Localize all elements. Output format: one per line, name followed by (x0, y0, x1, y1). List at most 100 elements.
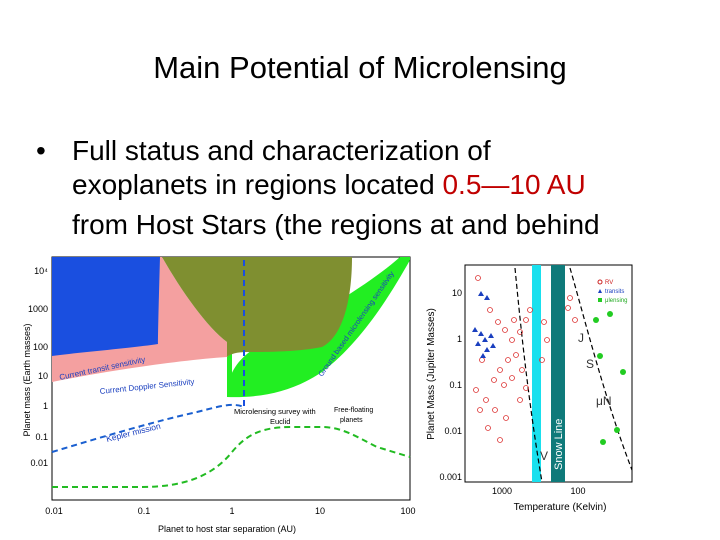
bullet-highlight: 0.5—10 AU (442, 169, 586, 200)
rv-point (495, 319, 501, 325)
discovery-space-figure: Current transit sensitivity Current Dopp… (22, 252, 420, 538)
y-tick: 10 (452, 288, 462, 298)
venus-label: V (540, 449, 548, 463)
ulensing-point (593, 317, 599, 323)
plot-frame (464, 264, 633, 483)
rv-point (485, 425, 491, 431)
neptune-label: μN (596, 394, 612, 408)
transit-point (478, 331, 484, 336)
x-axis-label: Temperature (Kelvin) (514, 502, 607, 513)
rv-point (565, 305, 571, 311)
y-tick: 10⁴ (34, 266, 48, 276)
detection-limit-left (514, 267, 543, 483)
rv-point (492, 407, 498, 413)
microlensing-points (593, 311, 626, 445)
rv-point (567, 295, 573, 301)
y-tick: 1 (43, 401, 48, 411)
y-axis-label: Planet mass (Earth masses) (22, 323, 32, 436)
x-tick: 1 (229, 506, 234, 516)
rv-point (513, 352, 519, 358)
ulensing-point (597, 353, 603, 359)
rv-point (497, 437, 503, 443)
rv-point (502, 327, 508, 333)
rv-point (523, 317, 529, 323)
rv-points (473, 275, 578, 443)
y-axis-label: Planet Mass (Jupiter Masses) (426, 308, 437, 440)
rv-point (483, 397, 489, 403)
ulensing-point (614, 427, 620, 433)
transit-point (472, 327, 478, 332)
y-tick: 0.1 (449, 380, 462, 390)
ground-region-edge (227, 352, 232, 397)
rv-point (509, 337, 515, 343)
x-axis-label: Planet to host star separation (AU) (158, 524, 296, 534)
legend-ulensing: μlensing (605, 298, 627, 304)
bullet-text: Full status and characterization of exop… (72, 134, 682, 202)
x-tick: 100 (400, 506, 415, 516)
y-tick: 0.01 (444, 426, 462, 436)
rv-point (505, 357, 511, 363)
ulensing-point (607, 311, 613, 317)
rv-point (497, 367, 503, 373)
legend-rv-marker (597, 279, 603, 285)
rv-point (517, 397, 523, 403)
bullet-line-2-text: exoplanets in regions located (72, 169, 443, 200)
y-tick: 1000 (28, 304, 48, 314)
transit-point (480, 353, 486, 358)
x-tick: 1000 (492, 486, 512, 496)
rv-point (511, 317, 517, 323)
legend: RV transits μlensing (597, 279, 627, 304)
bullet-line-2: exoplanets in regions located 0.5—10 AU (72, 168, 682, 202)
rv-point (509, 375, 515, 381)
rv-point (523, 385, 529, 391)
y-tick: 0.001 (439, 472, 462, 482)
y-tick: 1 (457, 334, 462, 344)
snow-band-teal (551, 265, 565, 482)
rv-point (572, 317, 578, 323)
snow-line-label: Snow Line (553, 419, 565, 470)
y-tick: 100 (33, 342, 48, 352)
rv-point (477, 407, 483, 413)
transit-point (482, 337, 488, 342)
bullet-line-1: Full status and characterization of (72, 135, 491, 166)
rv-point (503, 415, 509, 421)
snow-band-cyan (532, 265, 541, 482)
ulensing-point (620, 369, 626, 375)
rv-point (501, 382, 507, 388)
legend-ulensing-marker (598, 298, 602, 302)
jupiter-label: J (578, 331, 584, 345)
euclid-curve (52, 426, 411, 488)
rv-point (541, 319, 547, 325)
bullet-marker: • (36, 135, 46, 166)
rv-point (487, 307, 493, 313)
y-tick: 0.1 (35, 432, 48, 442)
ulensing-point (600, 439, 606, 445)
euclid-label-line2: Euclid (270, 417, 290, 426)
legend-transit-marker (598, 289, 602, 293)
transit-points (472, 291, 496, 358)
transit-point (484, 347, 490, 352)
x-tick: 0.01 (45, 506, 63, 516)
freefloat-label-line1: Free-floating (334, 407, 373, 414)
overlap-region (162, 257, 352, 357)
rv-point (475, 275, 481, 281)
y-tick: 10 (38, 371, 48, 381)
transit-region (52, 257, 160, 356)
transit-point (484, 295, 490, 300)
rv-point (473, 387, 479, 393)
legend-rv: RV (605, 280, 613, 286)
temperature-mass-figure: Snow Line RV transits μlensing (420, 260, 640, 516)
detection-limit-right (569, 267, 633, 471)
rv-point (519, 367, 525, 373)
x-tick: 10 (315, 506, 325, 516)
x-tick: 0.1 (138, 506, 151, 516)
freefloat-label-line2: planets (340, 417, 363, 424)
x-tick: 100 (570, 486, 585, 496)
transit-point (490, 343, 496, 348)
transit-point (475, 341, 481, 346)
legend-transits: transits (605, 289, 624, 295)
rv-point (544, 337, 550, 343)
rv-point (517, 329, 523, 335)
y-tick: 0.01 (30, 458, 48, 468)
transit-point (478, 291, 484, 296)
